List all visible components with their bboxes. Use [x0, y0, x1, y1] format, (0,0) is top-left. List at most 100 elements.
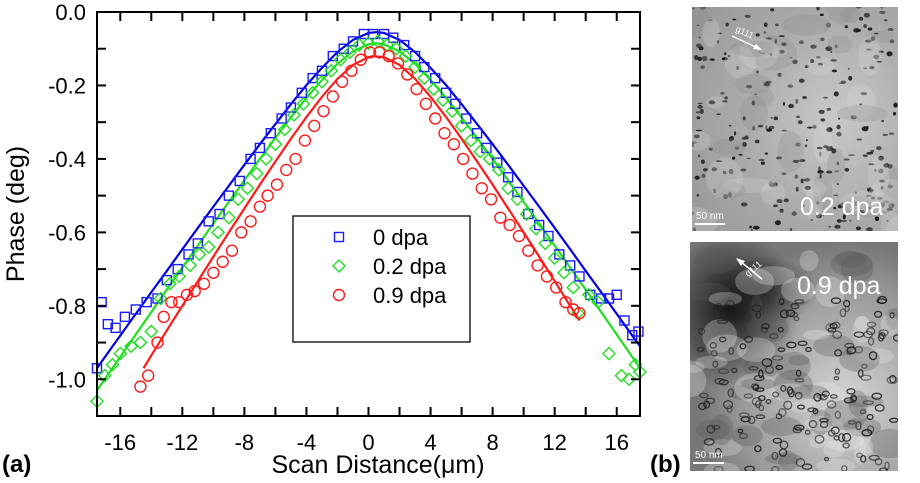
- dislocation-loop: [720, 310, 730, 319]
- contrast-patch: [823, 440, 846, 458]
- dislocation-loop: [714, 447, 722, 457]
- defect-spot: [822, 211, 825, 216]
- defect-spot: [779, 49, 785, 54]
- defect-spot: [848, 75, 853, 81]
- contrast-patch: [885, 307, 898, 330]
- data-point-circle: [261, 189, 274, 202]
- dislocation-loop: [738, 432, 748, 440]
- defect-spot: [769, 183, 776, 188]
- contrast-patch: [764, 453, 803, 465]
- dislocation-loop: [699, 392, 709, 399]
- data-point-circle: [180, 288, 194, 301]
- defect-spot: [796, 115, 800, 118]
- contrast-patch: [757, 44, 789, 59]
- defect-spot: [715, 160, 723, 162]
- dislocation-loop: [834, 410, 842, 420]
- dislocation-loop: [740, 416, 751, 423]
- contrast-patch: [839, 345, 880, 373]
- defect-spot: [694, 175, 700, 180]
- defect-spot: [701, 173, 706, 178]
- data-point-circle: [157, 310, 170, 324]
- data-point-square: [141, 296, 152, 308]
- data-point-diamond: [473, 144, 488, 159]
- contrast-patch: [711, 138, 745, 157]
- dislocation-loop: [805, 346, 812, 353]
- contrast-patch: [690, 282, 732, 302]
- data-point-diamond: [133, 335, 148, 350]
- defect-spot: [738, 153, 743, 156]
- defect-spot: [777, 72, 782, 77]
- data-point-diamond: [435, 93, 450, 108]
- contrast-patch: [694, 246, 739, 274]
- dose-label: 0.9 dpa: [797, 272, 881, 300]
- dislocation-loop: [889, 374, 897, 384]
- defect-spot: [721, 99, 728, 103]
- dislocation-loop: [843, 299, 851, 308]
- defect-spot: [717, 32, 722, 35]
- data-point-circle: [308, 119, 321, 133]
- data-point-square: [512, 186, 523, 198]
- data-point-circle: [429, 112, 442, 125]
- dislocation-loop: [862, 400, 874, 406]
- dislocation-loop: [777, 347, 786, 353]
- contrast-patch: [692, 7, 712, 38]
- dislocation-loop: [877, 295, 888, 305]
- defect-spot: [752, 225, 760, 230]
- contrast-patch: [840, 252, 874, 284]
- dislocation-loop: [758, 404, 765, 412]
- defect-spot: [868, 163, 875, 166]
- defect-spot: [765, 125, 768, 130]
- legend-marker-circle: [332, 288, 346, 302]
- dislocation-loop: [871, 392, 883, 400]
- data-point-square: [574, 271, 585, 282]
- dislocation-loop: [765, 398, 772, 405]
- data-point-diamond: [97, 368, 112, 383]
- contrast-patch: [690, 364, 707, 398]
- dislocation-loop: [786, 341, 797, 349]
- defect-spot: [696, 116, 701, 120]
- defect-spot: [778, 35, 785, 37]
- contrast-patch: [853, 316, 872, 344]
- data-point-diamond: [389, 41, 404, 56]
- defect-spot: [825, 22, 831, 28]
- defect-spot: [854, 191, 858, 194]
- data-point-diamond: [144, 324, 159, 339]
- data-point-diamond: [249, 166, 264, 181]
- defect-spot: [725, 22, 729, 27]
- data-point-circle: [134, 380, 147, 393]
- dislocation-loop: [761, 323, 770, 330]
- dislocation-loop: [847, 420, 857, 425]
- contrast-patch: [813, 334, 855, 357]
- defect-spot: [697, 154, 701, 158]
- legend-marker-diamond: [332, 259, 346, 273]
- defect-spot: [819, 173, 822, 179]
- data-point-diamond: [333, 52, 348, 67]
- dislocation-loop: [795, 369, 802, 377]
- defect-spot: [878, 202, 886, 208]
- data-point-diamond: [162, 276, 177, 291]
- defect-spot: [806, 126, 813, 129]
- defect-spot: [709, 58, 715, 61]
- contrast-patch: [729, 384, 757, 401]
- defect-spot: [774, 38, 777, 44]
- defect-spot: [797, 120, 803, 125]
- defect-spot: [836, 183, 839, 186]
- defect-spot: [742, 116, 746, 121]
- defect-spot: [736, 65, 739, 71]
- axis-ticks: [97, 12, 640, 416]
- dislocation-loop: [868, 351, 878, 361]
- defect-spot: [723, 52, 727, 56]
- defect-spot: [856, 138, 863, 141]
- dislocation-loop: [796, 404, 806, 410]
- data-point-diamond: [211, 225, 226, 240]
- y-tick-label: -0.8: [48, 294, 86, 319]
- data-point-circle: [573, 306, 586, 320]
- dislocation-loop: [797, 340, 808, 347]
- defect-spot: [834, 224, 841, 229]
- y-tick-label: -0.6: [48, 220, 86, 245]
- defect-spot: [746, 157, 751, 160]
- data-point-diamond: [463, 133, 478, 148]
- defect-spot: [815, 56, 821, 59]
- defect-spot: [878, 50, 884, 53]
- defect-spot: [880, 186, 884, 190]
